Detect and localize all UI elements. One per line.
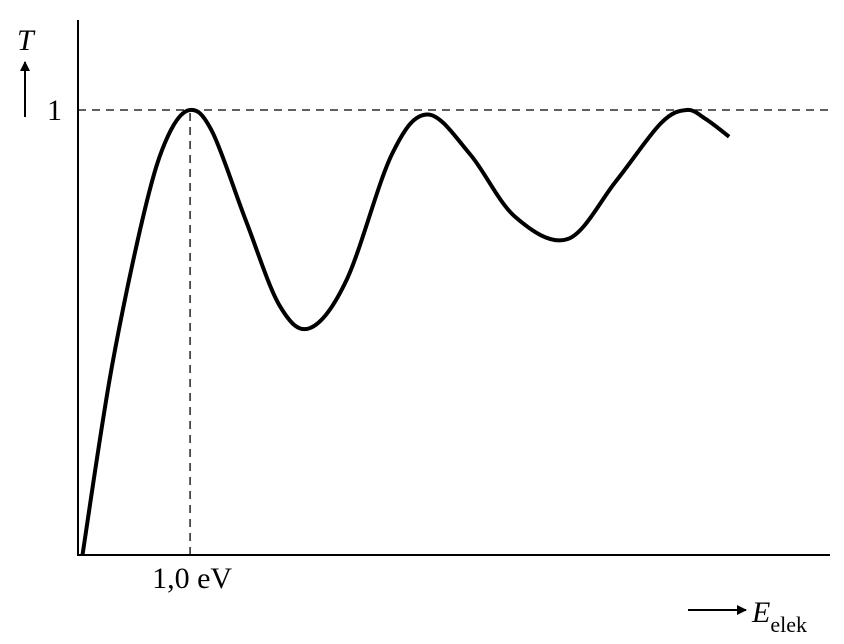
x-label-subscript: elek	[770, 612, 807, 637]
curve	[80, 107, 731, 556]
x-axis-label: Eelek	[751, 596, 807, 637]
y-axis-label: T	[17, 24, 36, 57]
x-tick-label: 1,0 eV	[152, 562, 232, 595]
x-label-main: E	[751, 596, 770, 629]
y-tick-label: 1	[47, 94, 62, 127]
